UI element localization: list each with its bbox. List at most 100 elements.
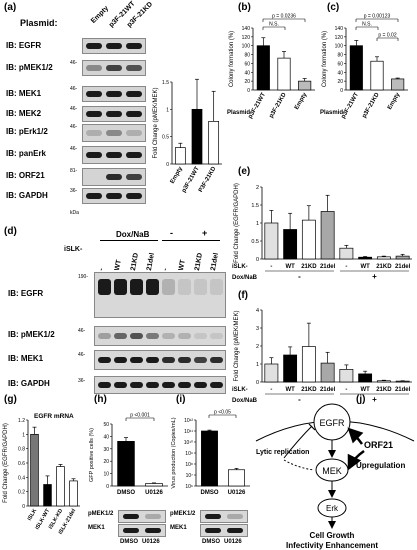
orf21-to-mek-arrow	[347, 449, 365, 471]
blot-band	[98, 382, 111, 388]
blot-band	[194, 279, 207, 295]
plasmid-axis-label: Plasmid	[320, 110, 343, 116]
blot-band	[98, 279, 111, 295]
blot-name: IB: GAPDH	[6, 191, 48, 200]
blot-band	[227, 528, 243, 533]
blot-band	[86, 152, 102, 158]
y-axis-label: Virus production (Copies/mL)	[171, 417, 177, 488]
bar	[174, 147, 186, 165]
category-label: WT	[360, 387, 370, 393]
blot-band	[126, 174, 142, 180]
y-axis-label: Fold Change (pMEK/MEK)	[153, 87, 159, 158]
significance-label: p <0.001	[130, 413, 150, 419]
plasmid-axis-label: Plasmid	[227, 110, 250, 116]
panel-g-label: (g)	[4, 394, 17, 405]
bar	[349, 45, 363, 91]
blot-band	[146, 357, 159, 363]
bar	[358, 373, 373, 383]
y-tick-label: 50	[103, 422, 109, 428]
blot-band	[145, 528, 161, 533]
y-tick-label: 1.2	[18, 418, 25, 424]
blot-band	[178, 357, 191, 363]
y-tick-label: 40	[337, 70, 343, 76]
panel-b-label: (b)	[238, 2, 251, 13]
bar	[264, 363, 279, 383]
blot-band	[205, 514, 221, 519]
panel-j-label: (j)	[356, 394, 366, 405]
dox-plus: +	[372, 395, 377, 404]
y-tick-label: 0.5	[162, 135, 169, 141]
blot-name: IB: ORF21	[6, 171, 45, 180]
blot-band	[227, 514, 243, 519]
blot-strip	[82, 168, 146, 186]
y-tick-label: 0	[340, 88, 343, 94]
bar	[117, 441, 135, 487]
y-tick-label: 10¹²	[184, 418, 193, 424]
category-label: 21del	[395, 387, 411, 393]
dox-minus-line	[100, 240, 158, 241]
blot-band	[86, 43, 102, 49]
blot-band	[130, 382, 143, 388]
blot-band	[86, 111, 102, 117]
dox-label: Dox/NaB	[232, 398, 258, 404]
y-tick-label: 0	[166, 162, 169, 168]
mw-marker: 46-	[70, 124, 78, 130]
chart-b: 0 20 40 60 80 100 120 140 Colony formation (%) p3…	[227, 14, 315, 120]
blot-band	[86, 130, 102, 136]
category-label: 21del	[395, 264, 411, 270]
blot-name: IB: pMEK1/2	[8, 330, 55, 339]
blot-band	[114, 333, 127, 339]
blot-name: pMEK1/2	[170, 511, 196, 517]
y-tick-label: 20	[244, 79, 250, 85]
y-tick-label: 60	[244, 61, 250, 67]
pathway-diagram: EGFR MEK Erk ORF21 Upregulation Lytic re…	[255, 403, 415, 550]
y-axis-label: Fold Change (EGFR/GAPDH)	[234, 183, 240, 263]
bar	[264, 222, 279, 260]
blot-band	[146, 333, 159, 339]
y-tick-label: 10⁸	[185, 462, 193, 468]
dox-nab-label: Dox/NaB	[116, 230, 150, 239]
dox-plus-line	[162, 240, 220, 241]
islk-label: iSLK-	[232, 264, 248, 270]
blot-strip	[200, 510, 248, 523]
mw-marker: 46-	[70, 60, 78, 66]
blot-band	[146, 382, 159, 388]
category-label: WT	[360, 264, 370, 270]
category-label: -	[270, 264, 272, 270]
islk-label: iSLK-	[64, 246, 83, 253]
panel-a-lane-labels: Empty p3F-21WT p3F-21KD	[90, 0, 154, 30]
blot-band	[106, 91, 122, 97]
y-tick-label: 10¹⁰	[184, 440, 193, 446]
blot-strip	[200, 524, 248, 537]
egfr-node-label: EGFR	[319, 418, 345, 428]
blot-name: IB: EGFR	[8, 289, 44, 298]
blot-band	[106, 193, 122, 199]
blot-strip	[82, 86, 146, 102]
dox-plus: +	[372, 272, 377, 281]
panel-f-label: (f)	[238, 290, 248, 301]
y-tick-label: 120	[242, 35, 251, 41]
blot-band	[210, 279, 223, 295]
outcome-line2: Infectivity Enhancement	[286, 541, 378, 550]
y-tick-label: 1.5	[251, 203, 259, 209]
y-axis-label: GFP positive cells (%)	[89, 428, 95, 482]
blot-band	[126, 43, 142, 49]
lytic-dashed-line	[283, 459, 315, 471]
lane-label: DMSO	[202, 539, 220, 545]
bar	[69, 480, 78, 507]
bar	[301, 346, 316, 383]
lane-label: WT	[114, 259, 123, 272]
significance-label: p = 0.02	[378, 33, 396, 39]
y-tick-label: 100	[242, 44, 251, 50]
y-tick-label: 0.2	[18, 490, 25, 496]
y-tick-label: 2	[256, 344, 259, 350]
kda-label: kDa	[70, 210, 79, 216]
significance-label: N.S.	[269, 22, 279, 28]
y-tick-label: 10	[103, 472, 109, 478]
blot-name: IB: EGFR	[6, 41, 42, 50]
y-tick-label: 10⁹	[185, 451, 193, 457]
blot-name: MEK1	[170, 525, 187, 531]
category-label: p3F-21WT	[341, 92, 361, 120]
y-tick-label: 40	[103, 434, 109, 440]
lytic-inhibition-bar	[308, 423, 316, 431]
